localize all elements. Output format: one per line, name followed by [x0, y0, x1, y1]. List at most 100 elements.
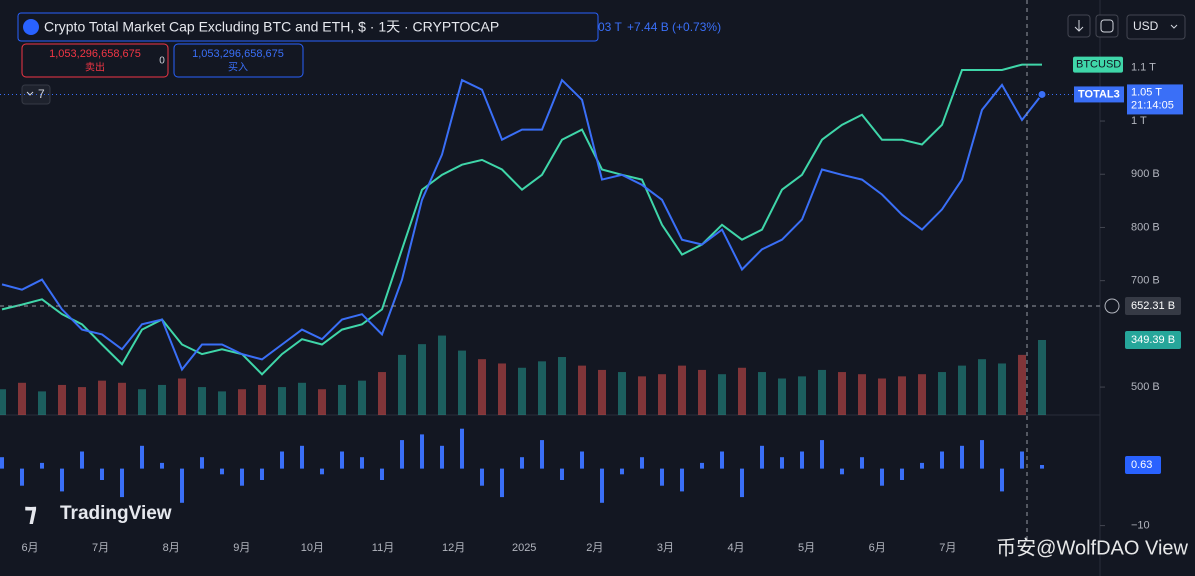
- volume-bar: [938, 372, 946, 415]
- oscillator-bar: [1020, 451, 1024, 469]
- x-tick-label: 10月: [301, 542, 324, 554]
- spread: 0: [159, 56, 165, 67]
- last-value: 03 T: [598, 20, 622, 34]
- oscillator-bar: [980, 440, 984, 469]
- volume-bar: [198, 387, 206, 415]
- sell-button[interactable]: [21, 43, 169, 78]
- x-tick-label: 8月: [163, 542, 180, 554]
- volume-bar: [38, 391, 46, 415]
- volume-bar: [758, 372, 766, 415]
- x-tick-label: 5月: [798, 542, 815, 554]
- x-tick-label: 11月: [372, 542, 394, 554]
- oscillator-bar: [660, 468, 664, 486]
- buy-button[interactable]: [173, 43, 304, 78]
- volume-bar: [338, 384, 346, 415]
- currency-select[interactable]: [1126, 14, 1186, 40]
- volume-bar: [438, 335, 446, 415]
- price-time: 21:14:05: [1131, 99, 1174, 111]
- oscillator-bar: [780, 457, 784, 469]
- oscillator-bar: [40, 462, 44, 469]
- volume-bar: [298, 382, 306, 415]
- indicator-count: 7: [38, 87, 45, 101]
- volume-bar: [918, 374, 926, 415]
- volume-bar: [898, 376, 906, 415]
- buy-price: 1,053,296,658,675: [192, 48, 284, 60]
- series-name: BTCUSD: [1076, 59, 1121, 71]
- oscillator-bar: [80, 451, 84, 469]
- volume-bar: [678, 365, 686, 415]
- symbol-icon: [23, 19, 39, 35]
- volume-bar: [238, 389, 246, 415]
- volume-bar: [978, 359, 986, 415]
- series-label-box: [1073, 56, 1123, 73]
- volume-bar: [798, 376, 806, 415]
- price-line: [1, 63, 1042, 376]
- oscillator-bar: [280, 451, 284, 469]
- oscillator-bar: [940, 451, 944, 469]
- oscillator-bar: [920, 462, 924, 469]
- oscillator-bar: [1000, 468, 1004, 492]
- volume-bar: [538, 361, 546, 415]
- volume-bar: [378, 372, 386, 415]
- volume-bar: [958, 365, 966, 415]
- crosshair-plus: [1104, 298, 1120, 314]
- oscillator-bar: [220, 468, 224, 475]
- volume-bar: [258, 384, 266, 415]
- chart-title: Crypto Total Market Cap Excluding BTC an…: [44, 19, 499, 35]
- y-tick-label: 800 B: [1131, 221, 1160, 233]
- oscillator-bar: [340, 451, 344, 469]
- oscillator-bar: [520, 457, 524, 469]
- x-tick-label: 4月: [727, 542, 744, 554]
- oscillator-bar: [440, 445, 444, 469]
- oscillator-bar: [300, 445, 304, 469]
- oscillator-bar: [840, 468, 844, 475]
- volume-bar: [218, 391, 226, 415]
- change: +7.44 B (+0.73%): [627, 20, 721, 34]
- x-tick-label: 6月: [869, 542, 886, 554]
- oscillator-bar: [760, 445, 764, 469]
- logo-mark: ⁊: [24, 497, 37, 527]
- sell-label: 卖出: [85, 61, 105, 74]
- volume-bar: [618, 372, 626, 415]
- screenshot-button[interactable]: [1095, 14, 1119, 38]
- volume-bar: [418, 344, 426, 415]
- volume-bar: [498, 363, 506, 415]
- download-icon: [1074, 20, 1084, 32]
- oscillator-bar: [360, 457, 364, 469]
- oscillator-bar: [240, 468, 244, 486]
- series-name: TOTAL3: [1078, 88, 1120, 100]
- oscillator-bar: [140, 445, 144, 469]
- oscillator-bar: [700, 462, 704, 469]
- oscillator-bar: [200, 457, 204, 469]
- volume-bar: [818, 369, 826, 415]
- title-box[interactable]: [17, 12, 599, 42]
- price-label: 1.05 T: [1131, 86, 1162, 98]
- volume-bar: [458, 350, 466, 415]
- volume-bar: [518, 367, 526, 415]
- x-tick-label: 7月: [939, 542, 956, 554]
- y-tick-label: 700 B: [1131, 275, 1160, 287]
- oscillator-bar: [480, 468, 484, 486]
- sell-price: 1,053,296,658,675: [49, 48, 141, 60]
- oscillator-bar: [680, 468, 684, 492]
- oscillator-tick-label: −10: [1131, 520, 1150, 532]
- crosshair-label: 652.31 B: [1131, 300, 1175, 312]
- oscillator-bar: [60, 468, 64, 492]
- volume-bar: [578, 365, 586, 415]
- crosshair-label-box: [1125, 297, 1181, 316]
- plot: [0, 63, 1046, 503]
- oscillator-bar: [720, 451, 724, 469]
- volume-bar: [1038, 339, 1046, 415]
- volume-bar: [18, 382, 26, 415]
- buy-label: 买入: [228, 62, 248, 74]
- x-tick-label: 6月: [21, 542, 38, 554]
- volume-bar: [98, 380, 106, 415]
- chevron-icon: [1170, 24, 1178, 29]
- footer-credit: 币安@WolfDAO View: [996, 536, 1188, 559]
- oscillator-label-box: [1125, 456, 1161, 475]
- y-tick-label: 1.1 T: [1131, 62, 1156, 74]
- oscillator-bar: [380, 468, 384, 480]
- oscillator-bar: [1040, 465, 1044, 469]
